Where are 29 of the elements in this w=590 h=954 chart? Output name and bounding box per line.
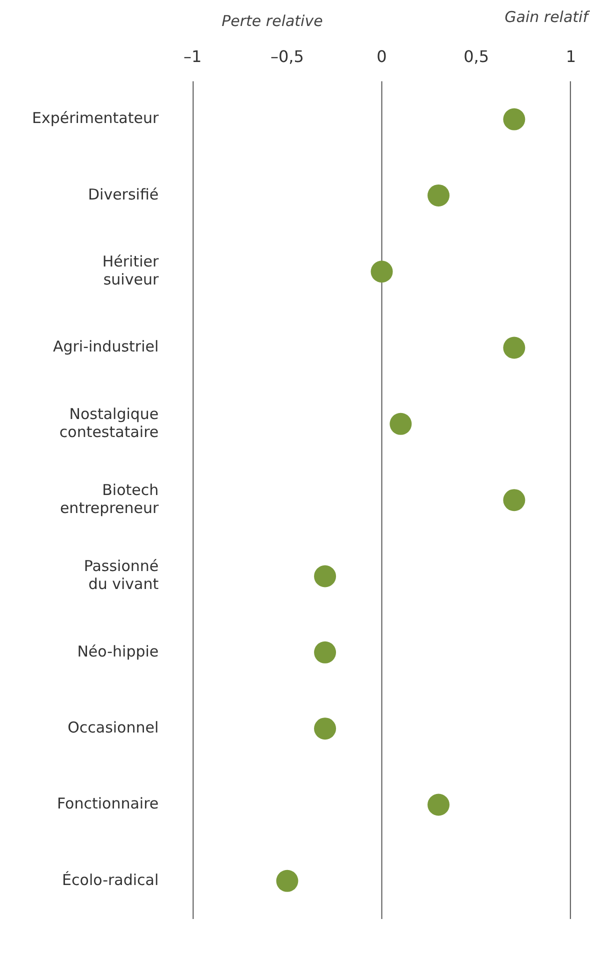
- point: [370, 260, 393, 283]
- point: [314, 641, 336, 664]
- point: [276, 870, 298, 892]
- point: [503, 108, 526, 130]
- y-tick-label: Néo-hippie: [77, 642, 159, 660]
- x-tick-label: –1: [184, 46, 202, 66]
- point: [503, 336, 526, 359]
- y-tick-label: Occasionnel: [68, 718, 159, 736]
- point: [390, 412, 412, 435]
- point: [428, 794, 450, 816]
- y-tick-label: Biotech entrepreneur: [60, 480, 160, 517]
- point: [428, 184, 450, 206]
- y-tick-label: Fonctionnaire: [56, 794, 159, 813]
- y-tick-label: Héritier suiveur: [102, 252, 160, 288]
- point: [503, 489, 526, 512]
- point: [314, 718, 336, 740]
- text: Perte relative: [222, 12, 323, 30]
- y-tick-label: Nostalgique contestataire: [59, 404, 159, 441]
- y-tick-label: Expérimentateur: [32, 109, 160, 128]
- x-tick-label: 1: [566, 46, 576, 66]
- y-tick-label: Agri-industriel: [52, 338, 159, 356]
- text: Gain relatif: [504, 8, 590, 26]
- y-tick-label: Écolo-radical: [62, 870, 159, 889]
- x-tick-label: 0,5: [464, 46, 490, 66]
- point: [314, 565, 336, 588]
- x-tick-label: –0,5: [270, 46, 304, 66]
- x-tick-label: 0: [376, 46, 387, 66]
- y-tick-label: Passionné du vivant: [84, 557, 159, 594]
- y-tick-label: Diversifié: [88, 185, 159, 204]
